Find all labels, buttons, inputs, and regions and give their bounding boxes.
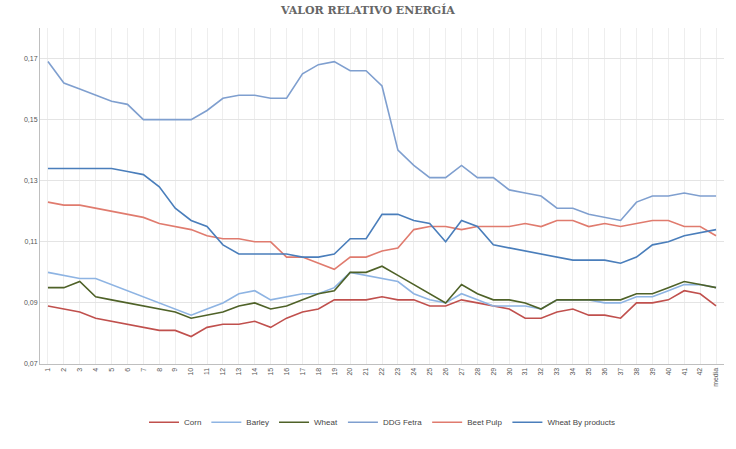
svg-text:40: 40: [665, 368, 672, 376]
svg-text:16: 16: [283, 368, 290, 376]
svg-text:Wheat: Wheat: [314, 418, 338, 427]
svg-text:Barley: Barley: [246, 418, 269, 427]
svg-text:7: 7: [140, 368, 147, 372]
svg-text:18: 18: [315, 368, 322, 376]
svg-text:0,11: 0,11: [24, 238, 37, 245]
svg-text:14: 14: [251, 368, 258, 376]
svg-text:media: media: [712, 368, 719, 387]
svg-text:0,17: 0,17: [24, 55, 38, 62]
svg-text:1: 1: [44, 368, 51, 372]
svg-text:12: 12: [219, 368, 226, 376]
svg-text:22: 22: [378, 368, 385, 376]
svg-text:32: 32: [537, 368, 544, 376]
svg-text:36: 36: [601, 368, 608, 376]
svg-text:11: 11: [203, 368, 210, 375]
svg-text:38: 38: [633, 368, 640, 376]
svg-text:28: 28: [474, 368, 481, 376]
svg-text:6: 6: [124, 368, 131, 372]
svg-text:27: 27: [458, 368, 465, 376]
svg-text:3: 3: [76, 368, 83, 372]
svg-text:VALOR RELATIVO ENERGÍA: VALOR RELATIVO ENERGÍA: [280, 3, 455, 17]
svg-text:25: 25: [426, 368, 433, 376]
svg-text:20: 20: [346, 368, 353, 376]
svg-text:8: 8: [156, 368, 163, 372]
svg-text:15: 15: [267, 368, 274, 376]
svg-text:37: 37: [617, 368, 624, 376]
svg-text:33: 33: [553, 368, 560, 376]
svg-text:Corn: Corn: [184, 418, 201, 427]
svg-text:19: 19: [331, 368, 338, 376]
svg-text:23: 23: [394, 368, 401, 376]
svg-text:24: 24: [410, 368, 417, 376]
svg-text:30: 30: [506, 368, 513, 376]
svg-text:0,13: 0,13: [24, 177, 38, 184]
svg-text:13: 13: [235, 368, 242, 376]
svg-text:9: 9: [171, 368, 178, 372]
svg-text:39: 39: [649, 368, 656, 376]
svg-text:26: 26: [442, 368, 449, 376]
svg-text:21: 21: [362, 368, 369, 376]
svg-text:Beet Pulp: Beet Pulp: [467, 418, 502, 427]
svg-text:34: 34: [569, 368, 576, 376]
svg-text:41: 41: [681, 368, 688, 376]
svg-text:0,09: 0,09: [24, 299, 38, 306]
svg-text:0,07: 0,07: [24, 360, 38, 367]
svg-text:Wheat By products: Wheat By products: [547, 418, 615, 427]
svg-text:42: 42: [696, 368, 703, 376]
svg-text:31: 31: [521, 368, 528, 376]
svg-text:DDG Fetra: DDG Fetra: [383, 418, 422, 427]
svg-text:10: 10: [187, 368, 194, 376]
svg-text:2: 2: [60, 368, 67, 372]
svg-text:29: 29: [490, 368, 497, 376]
svg-text:4: 4: [92, 368, 99, 372]
svg-text:35: 35: [585, 368, 592, 376]
svg-text:17: 17: [299, 368, 306, 376]
svg-text:5: 5: [108, 368, 115, 372]
svg-text:0,15: 0,15: [24, 116, 38, 123]
